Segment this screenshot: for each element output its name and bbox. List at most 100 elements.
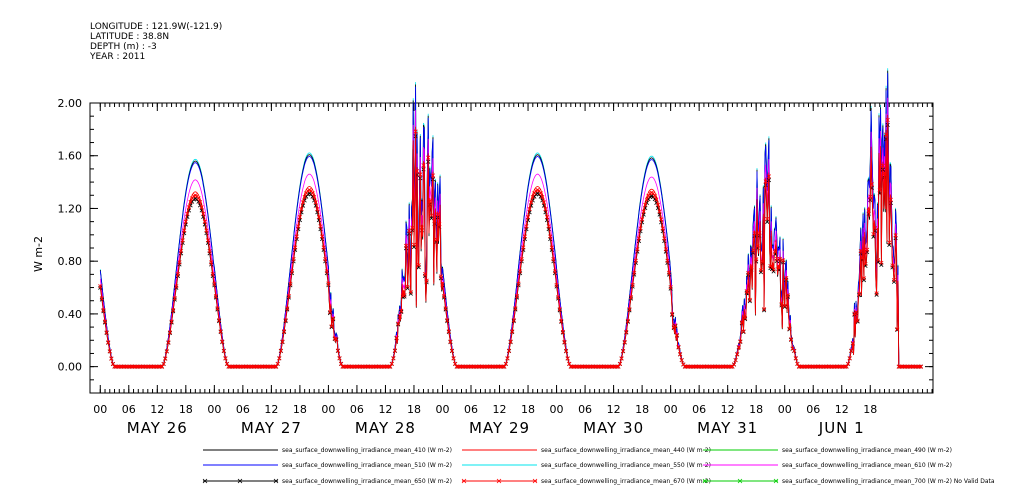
series-marker-mean_670 xyxy=(901,364,906,369)
y-tick-label: 1.60 xyxy=(58,150,83,163)
series-marker-mean_670 xyxy=(204,228,209,233)
series-marker-mean_670 xyxy=(308,188,314,193)
series-marker-mean_670 xyxy=(434,237,439,242)
series-marker-mean_670 xyxy=(605,364,610,369)
series-marker-mean_670 xyxy=(841,364,846,369)
series-marker-mean_670 xyxy=(218,329,223,334)
series-marker-mean_670 xyxy=(258,364,263,369)
series-marker-mean_670 xyxy=(817,364,822,369)
series-marker-mean_670 xyxy=(556,295,561,300)
series-marker-mean_670 xyxy=(781,258,786,263)
series-marker-mean_670 xyxy=(712,364,718,369)
series-marker-mean_670 xyxy=(299,207,304,212)
series-marker-mean_670 xyxy=(578,364,583,369)
series-marker-mean_670 xyxy=(830,364,835,369)
series-marker-mean_670 xyxy=(209,260,214,265)
series-marker-mean_670 xyxy=(541,200,546,205)
series-marker-mean_670 xyxy=(180,238,185,243)
series-marker-mean_670 xyxy=(411,242,417,247)
series-marker-mean_670 xyxy=(692,364,697,369)
series-marker-mean_670 xyxy=(525,215,531,220)
series-marker-mean_670 xyxy=(762,307,767,312)
series-marker-mean_670 xyxy=(746,270,751,276)
y-tick-label: 0.40 xyxy=(58,308,83,321)
series-marker-mean_670 xyxy=(274,364,279,369)
series-marker-mean_670 xyxy=(255,364,260,369)
series-marker-mean_670 xyxy=(625,318,630,323)
series-marker-mean_670 xyxy=(418,172,423,177)
series-marker-mean_670 xyxy=(164,349,169,354)
x-tick-label: 18 xyxy=(179,403,193,416)
series-marker-mean_670 xyxy=(267,364,272,369)
series-marker-mean_670 xyxy=(239,364,244,369)
series-marker-mean_670 xyxy=(592,364,597,369)
series-marker-mean_670 xyxy=(628,295,634,300)
series-marker-mean_670 xyxy=(131,364,136,369)
series-marker-mean_670 xyxy=(329,324,334,329)
x-tick-label: 12 xyxy=(264,403,278,416)
x-tick-label: 00 xyxy=(664,403,678,416)
series-marker-mean_670 xyxy=(508,339,513,344)
x-tick-label: 18 xyxy=(863,403,877,416)
series-marker-mean_670 xyxy=(202,219,207,224)
series-marker-mean_670 xyxy=(865,247,870,252)
series-marker-mean_670 xyxy=(465,364,470,369)
series-marker-mean_670 xyxy=(361,364,366,369)
date-label: MAY 26 xyxy=(127,419,188,437)
series-marker-mean_670 xyxy=(839,364,844,369)
x-tick-label: 06 xyxy=(122,403,136,416)
x-tick-label: 12 xyxy=(607,403,621,416)
series-marker-mean_670 xyxy=(739,320,745,325)
series-marker-mean_670 xyxy=(278,348,283,353)
legend-label: sea_surface_downwelling_irradiance_mean_… xyxy=(282,447,452,454)
series-marker-mean_670 xyxy=(340,364,345,369)
series-marker-mean_670 xyxy=(687,364,692,369)
series-marker-mean_670 xyxy=(720,364,725,369)
series-marker-mean_670 xyxy=(381,364,386,369)
series-marker-mean_670 xyxy=(312,194,317,200)
series-marker-mean_670 xyxy=(706,364,711,369)
series-marker-mean_670 xyxy=(836,364,841,369)
series-marker-mean_670 xyxy=(704,364,710,369)
series-line-mean_610 xyxy=(99,97,921,367)
series-marker-mean_670 xyxy=(538,191,543,196)
series-marker-mean_670 xyxy=(345,364,350,369)
series-marker-mean_670 xyxy=(250,364,255,369)
series-marker-mean_670 xyxy=(590,364,596,369)
series-marker-mean_670 xyxy=(714,364,719,369)
series-marker-mean_670 xyxy=(727,364,732,369)
series-marker-mean_670 xyxy=(266,364,271,369)
date-label: MAY 27 xyxy=(241,419,302,437)
series-marker-mean_670 xyxy=(172,296,177,301)
series-marker-mean_670 xyxy=(430,173,436,178)
series-marker-mean_670 xyxy=(476,364,482,369)
series-marker-mean_670 xyxy=(684,364,689,369)
series-marker-mean_670 xyxy=(359,364,364,369)
series-marker-mean_670 xyxy=(316,215,321,220)
date-label: MAY 31 xyxy=(697,419,758,437)
series-marker-mean_670 xyxy=(251,364,257,369)
series-marker-mean_670 xyxy=(174,284,179,289)
series-marker-mean_670 xyxy=(537,188,542,193)
series-marker-mean_670 xyxy=(554,282,559,288)
series-marker-mean_670 xyxy=(543,207,548,212)
series-marker-mean_670 xyxy=(697,364,702,369)
series-marker-mean_670 xyxy=(800,364,805,369)
series-marker-mean_670 xyxy=(820,364,825,369)
series-marker-mean_670 xyxy=(698,364,703,369)
series-marker-mean_670 xyxy=(888,197,893,202)
series-marker-mean_670 xyxy=(866,208,871,213)
series-marker-mean_670 xyxy=(483,364,488,369)
series-marker-mean_670 xyxy=(636,236,642,241)
series-marker-mean_670 xyxy=(573,364,578,369)
series-marker-mean_670 xyxy=(389,361,394,366)
series-marker-mean_670 xyxy=(422,271,428,277)
series-marker-mean_670 xyxy=(527,207,532,212)
series-marker-mean_670 xyxy=(630,282,635,288)
series-marker-mean_670 xyxy=(530,194,535,200)
series-marker-mean_670 xyxy=(652,193,657,198)
series-marker-mean_670 xyxy=(755,243,760,248)
x-tick-label: 00 xyxy=(207,403,221,416)
series-marker-mean_670 xyxy=(779,302,784,307)
